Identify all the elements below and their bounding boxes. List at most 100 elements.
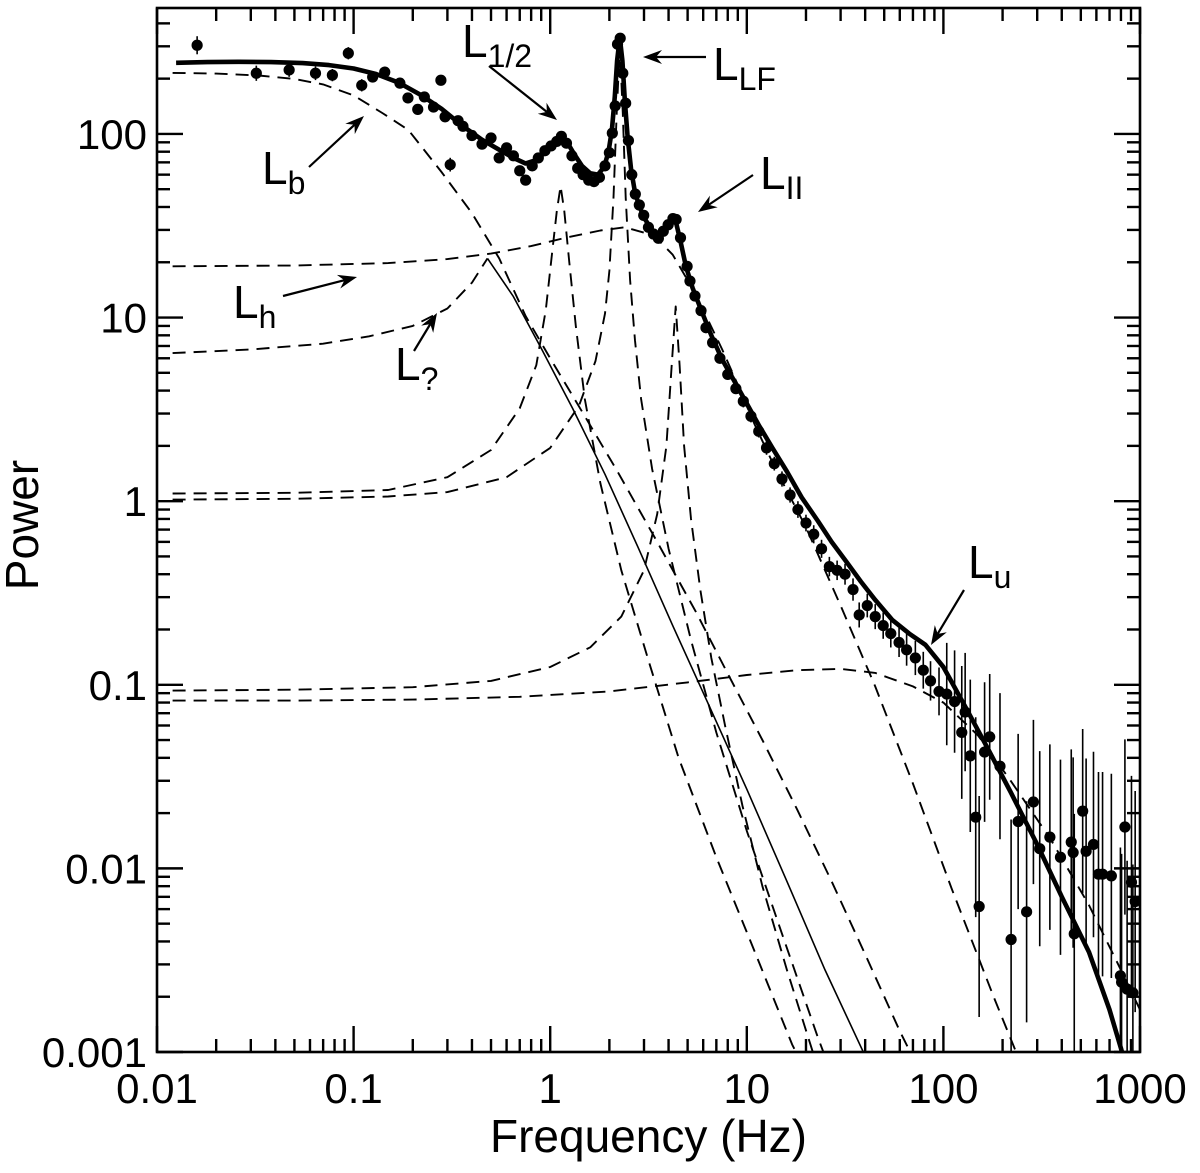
y-tick-label: 0.1: [89, 662, 147, 709]
annotation-subscript: h: [259, 299, 277, 335]
data-point: [427, 101, 440, 113]
series-l-h: [172, 226, 1018, 1052]
data-point: [412, 103, 424, 115]
data-point: [402, 92, 414, 104]
series-l-tail: [486, 257, 865, 1052]
data-point: [603, 147, 615, 159]
data-point: [714, 352, 726, 364]
annotation-label: Lu: [968, 536, 1011, 595]
data-point: [978, 746, 991, 758]
data-point: [191, 39, 203, 51]
data-point: [599, 160, 611, 172]
data-point: [1077, 805, 1089, 817]
annotation-l-ii: LII: [698, 147, 803, 212]
data-point: [695, 305, 707, 317]
data-point: [626, 169, 638, 181]
data-point: [861, 599, 873, 612]
x-tick-label: 100: [908, 1065, 978, 1112]
data-point: [617, 67, 629, 79]
y-tick-label: 1: [124, 478, 147, 525]
data-point: [970, 811, 982, 823]
annotation-l-b: Lb: [262, 116, 364, 201]
data-point: [670, 213, 682, 226]
data-point: [917, 664, 929, 676]
data-point: [893, 636, 905, 649]
data-point: [964, 750, 976, 762]
data-point: [633, 199, 645, 211]
annotation-arrowhead: [537, 102, 557, 120]
data-point: [877, 620, 889, 632]
annotation-arrow-line: [488, 65, 548, 113]
data-point: [1065, 836, 1077, 848]
annotation-label: Lh: [233, 276, 276, 335]
data-point: [435, 74, 447, 86]
data-point: [1027, 796, 1040, 808]
data-point: [745, 410, 757, 422]
data-point: [909, 652, 921, 664]
annotation-subscript: 1/2: [488, 38, 532, 74]
data-point: [638, 209, 650, 221]
data-point: [1034, 843, 1046, 855]
data-point: [973, 900, 985, 913]
annotation-subscript: LF: [739, 61, 776, 97]
annotation-l-q: L?: [395, 313, 438, 397]
annotation-arrow-line: [413, 323, 432, 352]
data-point: [700, 322, 712, 334]
annotation-arrow-line: [936, 589, 965, 635]
data-point: [1127, 987, 1139, 999]
data-point: [948, 695, 961, 708]
axis-ticks: [155, 8, 1142, 1054]
annotation-arrowhead: [336, 274, 357, 289]
data-point: [776, 473, 788, 485]
annotation-subscript: II: [786, 170, 804, 206]
data-point: [620, 97, 632, 109]
series-l-lf: [172, 45, 825, 1052]
data-point: [283, 64, 295, 76]
data-point: [959, 706, 971, 718]
data-point: [681, 260, 693, 272]
data-point: [753, 425, 765, 437]
data-point: [1068, 928, 1080, 940]
data-point: [476, 138, 488, 150]
data-point: [614, 32, 626, 44]
annotation-arrowhead: [421, 313, 437, 333]
data-point: [500, 142, 513, 154]
data-point: [1096, 868, 1109, 880]
annotation-arrowhead: [643, 50, 662, 64]
data-point: [984, 731, 996, 743]
data-point: [1087, 838, 1100, 851]
data-point: [1005, 933, 1017, 946]
data-point: [606, 127, 618, 139]
x-tick-label: 0.01: [116, 1065, 198, 1112]
frame-border: [155, 6, 1142, 1054]
data-point: [1012, 815, 1024, 828]
annotation-label: LII: [760, 147, 803, 206]
data-point: [885, 627, 897, 640]
data-point: [1129, 895, 1140, 908]
x-axis-title: Frequency (Hz): [490, 1110, 807, 1162]
annotation-subscript: b: [288, 165, 306, 201]
data-point: [485, 132, 497, 144]
data-point: [956, 726, 968, 739]
series-l-b: [172, 71, 912, 1052]
data-points: [191, 32, 1140, 999]
data-point: [941, 688, 953, 700]
series-l-ii: [172, 305, 814, 1052]
annotation-arrowhead: [698, 195, 718, 212]
data-point: [1119, 821, 1131, 833]
data-point: [869, 611, 881, 623]
plot-frame: [155, 6, 1142, 1054]
data-point: [379, 66, 391, 78]
data-point: [367, 71, 379, 83]
data-point: [853, 609, 865, 621]
data-point: [1125, 876, 1138, 888]
data-point: [1080, 845, 1092, 857]
annotation-l-u: Lu: [931, 536, 1011, 645]
y-tick-label: 10: [100, 295, 147, 342]
data-point: [768, 458, 780, 470]
y-tick-label: 0.001: [42, 1029, 147, 1076]
data-point: [342, 47, 354, 59]
